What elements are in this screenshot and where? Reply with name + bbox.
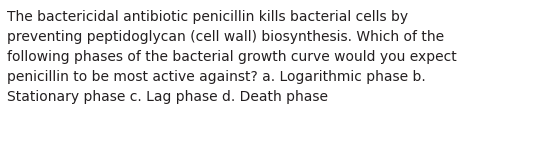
Text: The bactericidal antibiotic penicillin kills bacterial cells by
preventing pepti: The bactericidal antibiotic penicillin k… — [7, 10, 456, 104]
